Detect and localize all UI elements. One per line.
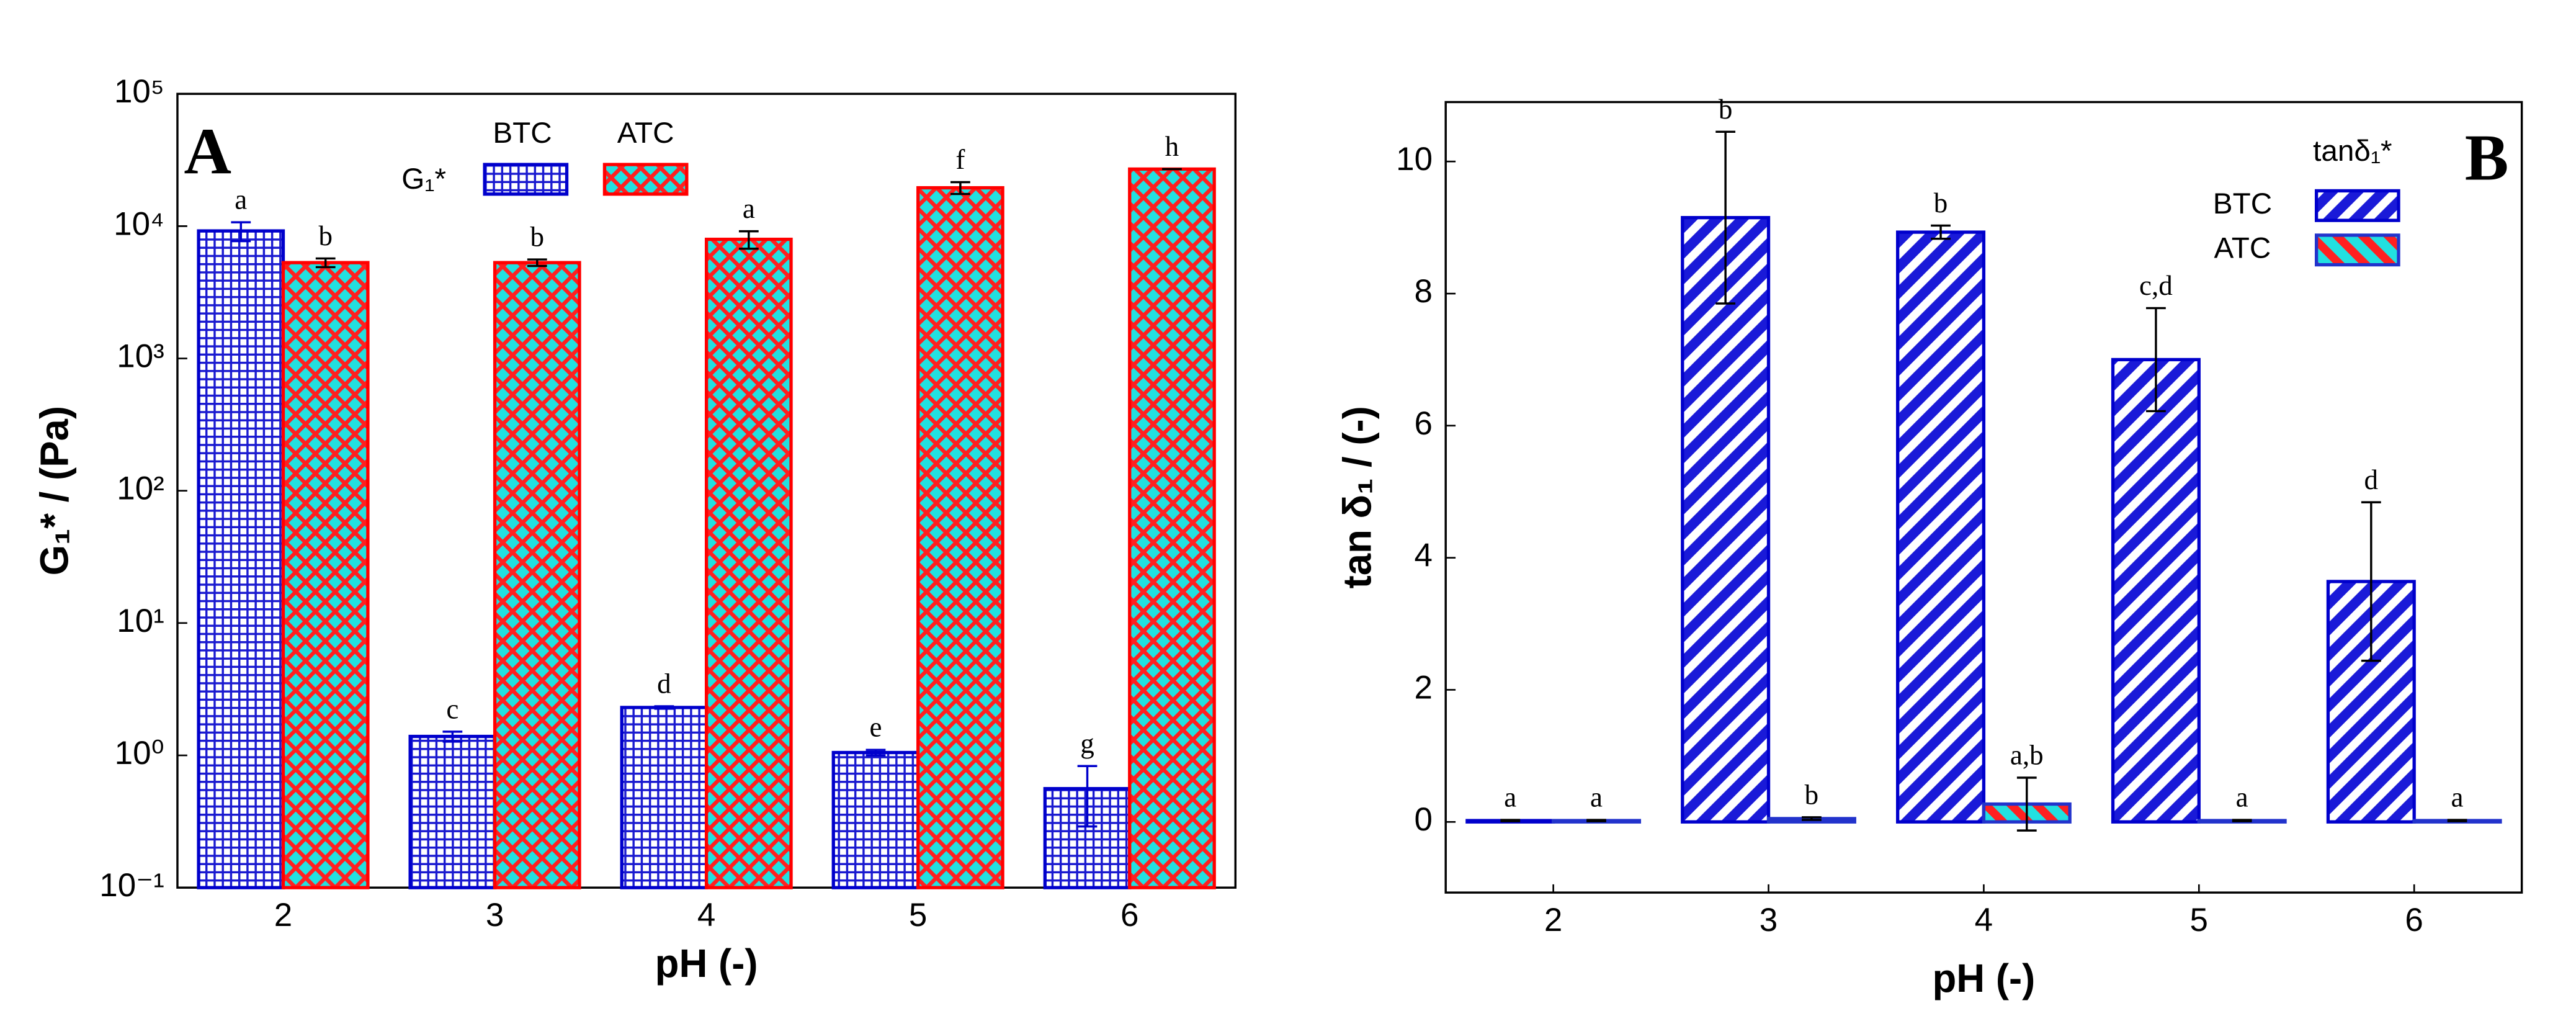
bar <box>408 734 497 889</box>
data-label: d <box>657 668 671 699</box>
y-tick-label: 4 <box>1415 537 1433 574</box>
panel-label: A <box>184 115 231 187</box>
error-bar <box>315 257 336 269</box>
data-label: a <box>235 184 247 215</box>
data-label: a <box>1590 782 1603 813</box>
error-bar <box>442 731 463 743</box>
y-tick-label: 6 <box>1415 405 1433 442</box>
error-bar <box>738 230 759 250</box>
data-label: a <box>2236 782 2248 813</box>
bar <box>916 186 1004 889</box>
error-bar <box>1500 819 1521 822</box>
error-bar <box>1931 224 1951 240</box>
x-tick-label: 3 <box>1760 902 1778 938</box>
y-tick-label: 8 <box>1415 273 1433 310</box>
x-tick-label: 4 <box>697 897 715 933</box>
data-label: b <box>530 222 545 253</box>
bar <box>493 261 581 889</box>
y-tick-label: 0 <box>1415 801 1433 838</box>
error-bar <box>2232 819 2252 822</box>
legend-label: ATC <box>617 117 674 150</box>
error-bar <box>865 749 886 757</box>
data-label: d <box>2364 464 2379 495</box>
y-tick-label: 10⁰ <box>115 735 164 771</box>
x-tick-label: 2 <box>1544 902 1562 938</box>
bar <box>281 261 370 889</box>
legend-label: BTC <box>493 117 552 150</box>
y-tick-label: 10¹ <box>117 603 164 639</box>
error-bar <box>231 221 251 243</box>
bar <box>831 750 920 889</box>
error-bar <box>2016 776 2037 832</box>
panel-chart: 10⁻¹ 10⁰ 10¹ 10² 10³ 10⁴ 10⁵ 2 3 4 5 6 a c d e g BTC b b a f h… <box>32 73 1237 986</box>
data-label: b <box>1805 779 1818 810</box>
data-label: b <box>318 220 333 251</box>
error-bar <box>950 181 970 196</box>
x-axis-label: pH (-) <box>655 942 758 986</box>
x-axis-label: pH (-) <box>1932 956 2035 1000</box>
y-tick-label: 10³ <box>117 338 164 375</box>
legend-title: tanδ₁* <box>2313 135 2392 168</box>
bar <box>2111 357 2201 824</box>
data-label: b <box>1719 94 1733 125</box>
error-bar <box>2447 819 2467 822</box>
data-label: a,b <box>2010 740 2044 771</box>
x-tick-label: 6 <box>2405 902 2423 938</box>
legend-label: ATC <box>2214 232 2271 264</box>
y-tick-label: 2 <box>1415 669 1433 706</box>
legend-swatch <box>483 163 569 196</box>
error-bar <box>1586 819 1606 822</box>
x-tick-label: 3 <box>486 897 504 933</box>
error-bar <box>2361 501 2381 662</box>
data-label: a <box>2451 782 2464 813</box>
data-label: g <box>1080 728 1094 759</box>
bar <box>1681 216 1771 824</box>
x-tick-label: 5 <box>2190 902 2208 938</box>
data-label: b <box>1934 187 1948 218</box>
x-tick-label: 2 <box>274 897 292 933</box>
bar <box>704 237 793 889</box>
y-axis-label: G₁* / (Pa) <box>32 406 76 575</box>
x-tick-label: 4 <box>1975 902 1993 938</box>
y-tick-label: 10⁴ <box>114 205 164 242</box>
panel-chart: 0 2 4 6 8 10 2 3 4 5 6 a b b c,d d BTC a b a,b a a ATC tanδ₁* Bp… <box>1335 94 2523 1000</box>
bar <box>620 706 709 889</box>
data-label: a <box>743 193 755 224</box>
bar <box>1128 167 1216 889</box>
x-tick-label: 6 <box>1120 897 1138 933</box>
data-label: a <box>1504 782 1516 813</box>
legend-label: BTC <box>2213 187 2272 220</box>
data-label: c <box>446 693 458 724</box>
legend-title: G₁* <box>401 163 446 196</box>
y-axis-label: tan δ₁ / (-) <box>1335 406 1379 588</box>
error-bar <box>1802 816 1822 821</box>
legend-swatch <box>602 163 689 196</box>
bar <box>197 229 285 889</box>
error-bar <box>654 705 674 710</box>
y-tick-label: 10⁵ <box>114 73 164 110</box>
data-label: f <box>955 144 965 175</box>
y-tick-label: 10⁻¹ <box>99 867 164 904</box>
y-tick-label: 10² <box>117 470 164 507</box>
legend-swatch <box>2314 189 2400 222</box>
error-bar <box>1715 130 1736 305</box>
error-bar <box>1077 765 1098 828</box>
bar <box>1896 230 1986 824</box>
data-label: c,d <box>2139 270 2173 301</box>
error-bar <box>2146 307 2166 413</box>
panel-label: B <box>2465 121 2509 194</box>
data-label: e <box>869 712 882 743</box>
legend-swatch <box>2314 233 2400 267</box>
y-tick-label: 10 <box>1396 141 1433 178</box>
error-bar <box>527 258 547 267</box>
data-label: h <box>1165 131 1179 162</box>
x-tick-label: 5 <box>909 897 927 933</box>
